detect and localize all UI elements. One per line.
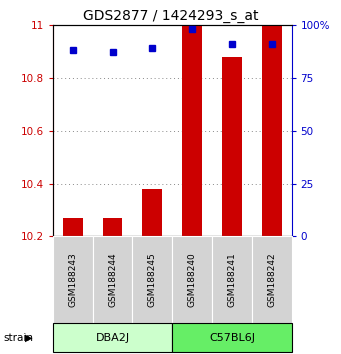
Text: GSM188245: GSM188245 — [148, 252, 157, 307]
Bar — [182, 25, 202, 236]
Text: GSM188242: GSM188242 — [267, 252, 276, 307]
Text: strain: strain — [3, 333, 33, 343]
Text: DBA2J: DBA2J — [95, 333, 130, 343]
Bar — [143, 189, 162, 236]
Bar — [63, 218, 83, 236]
Text: GDS2877 / 1424293_s_at: GDS2877 / 1424293_s_at — [83, 9, 258, 23]
Text: GSM188241: GSM188241 — [227, 252, 236, 307]
Text: ▶: ▶ — [25, 333, 33, 343]
Text: GSM188240: GSM188240 — [188, 252, 197, 307]
Bar — [222, 57, 242, 236]
Text: GSM188244: GSM188244 — [108, 252, 117, 307]
Bar — [262, 25, 282, 236]
Bar — [103, 218, 122, 236]
Text: GSM188243: GSM188243 — [68, 252, 77, 307]
Text: C57BL6J: C57BL6J — [209, 333, 255, 343]
